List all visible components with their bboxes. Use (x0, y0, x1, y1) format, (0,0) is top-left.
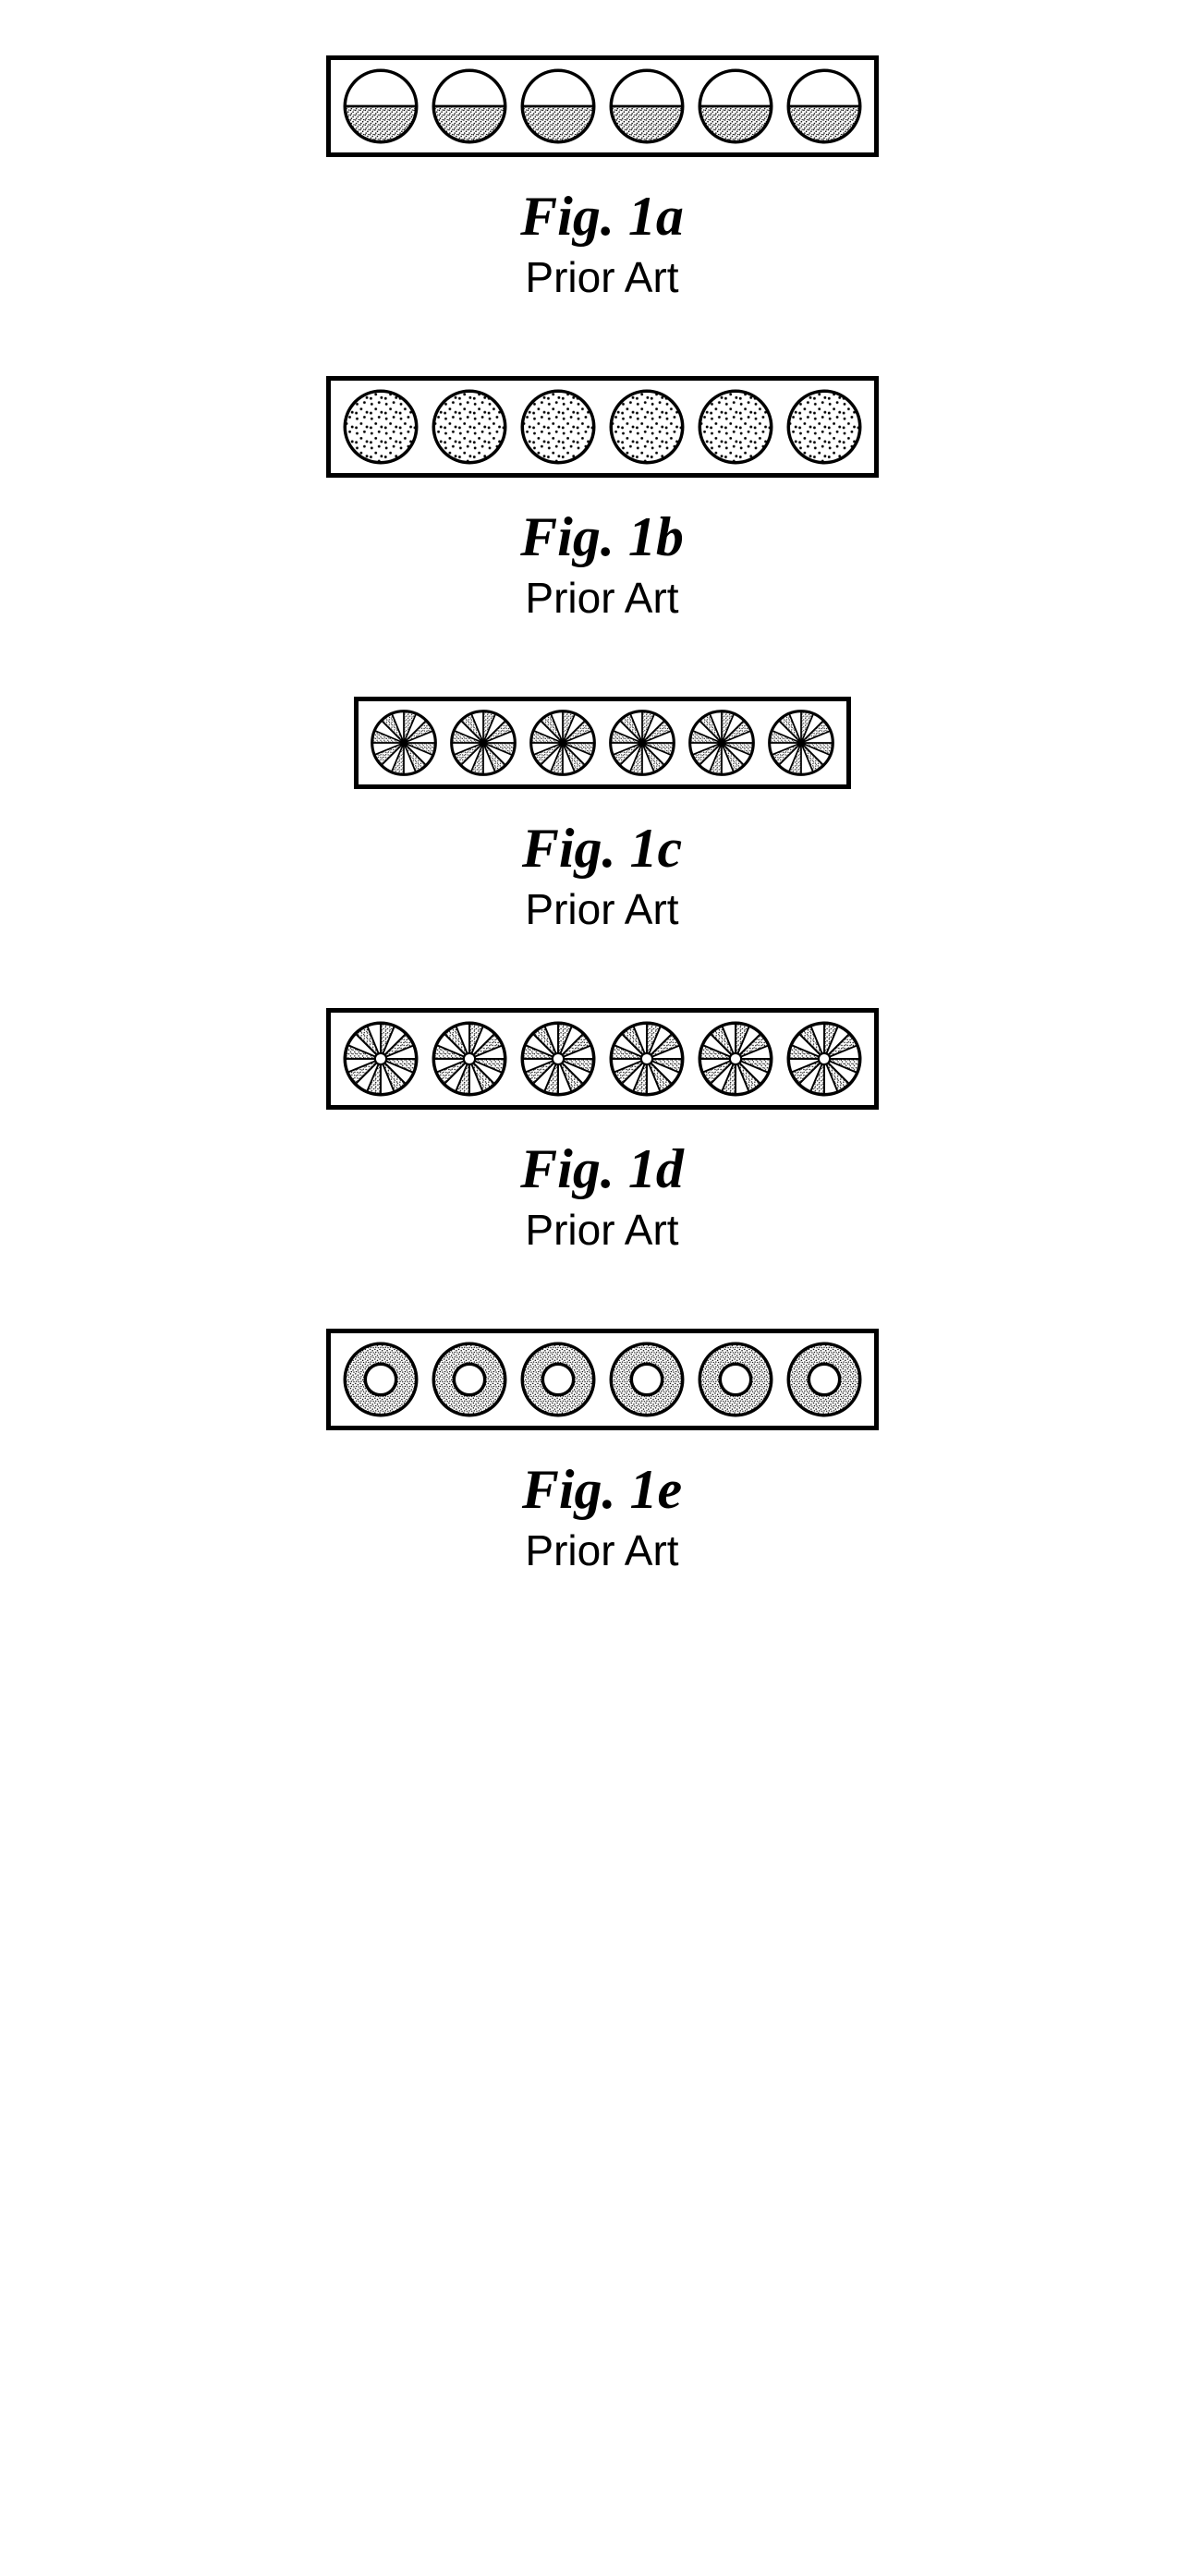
circle (695, 386, 776, 468)
prior-art-label: Prior Art (520, 252, 684, 302)
circle (606, 66, 687, 147)
circle (368, 707, 440, 779)
device-box-1e (326, 1329, 879, 1430)
circle (784, 66, 865, 147)
caption-1d: Fig. 1d Prior Art (520, 1137, 684, 1255)
circle (784, 1018, 865, 1100)
circle (517, 66, 599, 147)
figure-label: Fig. 1c (522, 817, 682, 881)
figure-label: Fig. 1b (520, 505, 684, 569)
circle (765, 707, 837, 779)
caption-1c: Fig. 1c Prior Art (522, 817, 682, 934)
circle (606, 386, 687, 468)
circle (429, 386, 510, 468)
circle (527, 707, 599, 779)
figure-label: Fig. 1a (520, 185, 684, 249)
figure-1b: Fig. 1b Prior Art (326, 376, 879, 623)
figure-1e: Fig. 1e Prior Art (326, 1329, 879, 1575)
caption-1b: Fig. 1b Prior Art (520, 505, 684, 623)
circle (429, 1339, 510, 1420)
circle (784, 1339, 865, 1420)
circle (517, 1018, 599, 1100)
circle (606, 1339, 687, 1420)
circle (429, 66, 510, 147)
device-box-1c (354, 697, 851, 789)
circle (695, 1339, 776, 1420)
caption-1a: Fig. 1a Prior Art (520, 185, 684, 302)
circle (447, 707, 519, 779)
circle (340, 1339, 421, 1420)
circle (606, 1018, 687, 1100)
circle (517, 1339, 599, 1420)
circle (695, 66, 776, 147)
figure-1c: Fig. 1c Prior Art (354, 697, 851, 934)
circle (695, 1018, 776, 1100)
device-box-1a (326, 55, 879, 157)
prior-art-label: Prior Art (520, 573, 684, 623)
prior-art-label: Prior Art (522, 1525, 682, 1575)
circle (429, 1018, 510, 1100)
circle (686, 707, 758, 779)
prior-art-label: Prior Art (520, 1205, 684, 1255)
device-box-1d (326, 1008, 879, 1110)
device-box-1b (326, 376, 879, 478)
figure-label: Fig. 1e (522, 1458, 682, 1522)
circle (784, 386, 865, 468)
figure-1a: Fig. 1a Prior Art (326, 55, 879, 302)
figure-1d: Fig. 1d Prior Art (326, 1008, 879, 1255)
circle (340, 1018, 421, 1100)
circle (340, 66, 421, 147)
figure-label: Fig. 1d (520, 1137, 684, 1201)
circle (517, 386, 599, 468)
caption-1e: Fig. 1e Prior Art (522, 1458, 682, 1575)
circle (606, 707, 678, 779)
circle (340, 386, 421, 468)
prior-art-label: Prior Art (522, 884, 682, 934)
